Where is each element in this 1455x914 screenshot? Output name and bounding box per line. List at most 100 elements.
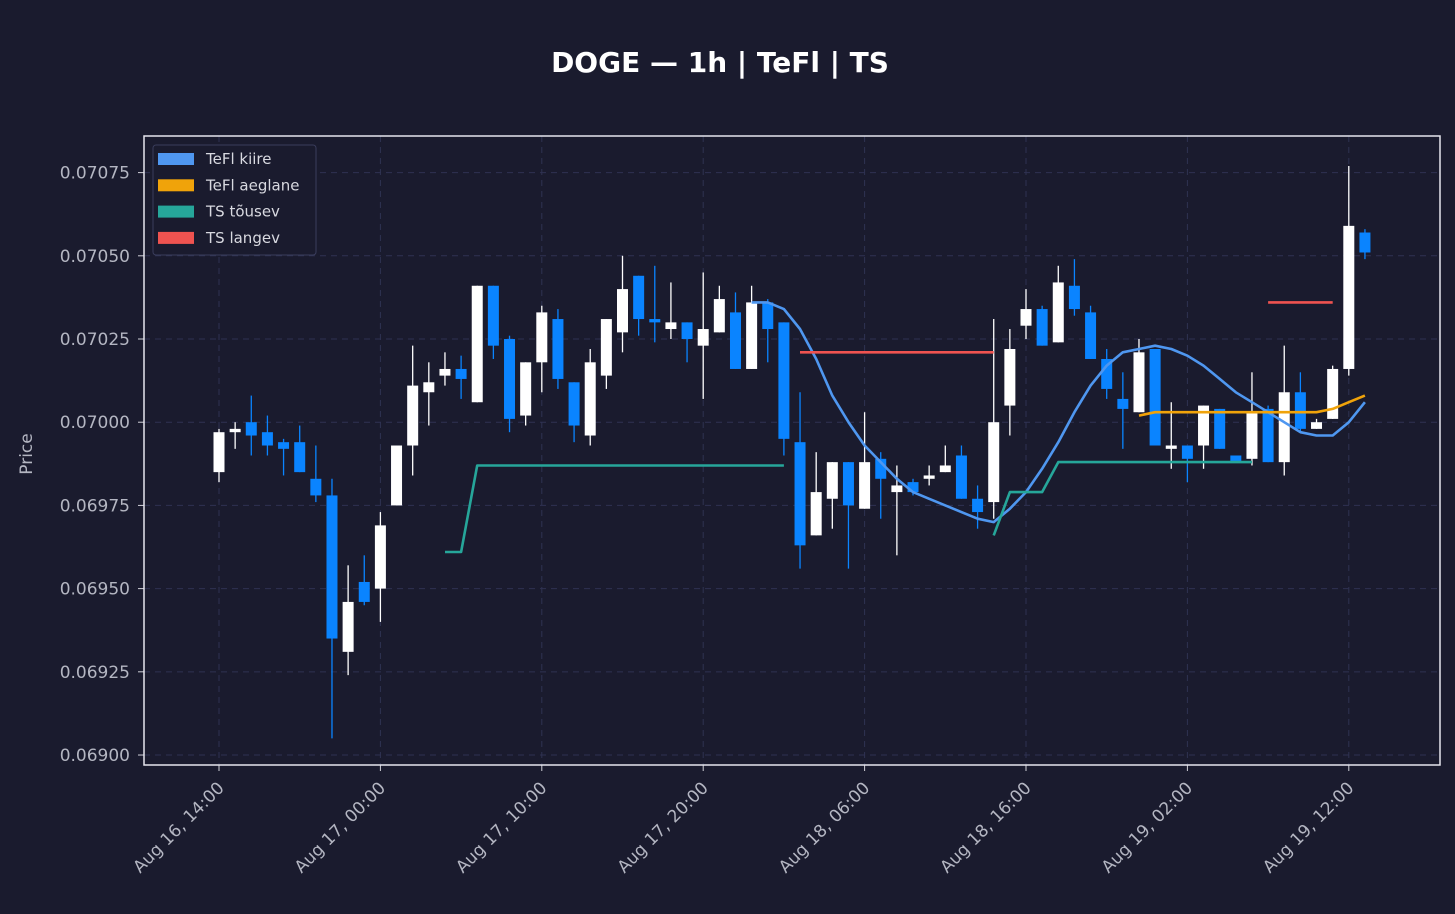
- plot-frame: [143, 135, 1441, 766]
- candle-body: [988, 422, 1000, 503]
- candle-body: [1117, 398, 1129, 409]
- legend-swatch: [158, 179, 194, 192]
- candle-body: [261, 432, 273, 446]
- candle-body: [439, 368, 451, 376]
- candle-body: [1262, 408, 1274, 463]
- candle-body: [1101, 358, 1113, 389]
- candle-body: [407, 385, 419, 446]
- candle-body: [487, 285, 499, 346]
- candle-body: [972, 498, 984, 513]
- candle-body: [617, 289, 628, 333]
- candle-body: [391, 445, 403, 506]
- candle-body: [681, 322, 693, 340]
- chart-title: DOGE — 1h | TeFl | TS: [551, 46, 889, 79]
- candle-body: [1052, 282, 1064, 343]
- y-axis-label: Price: [17, 433, 37, 474]
- candle-body: [762, 302, 774, 330]
- candle-body: [471, 285, 483, 403]
- candle-body: [584, 362, 596, 436]
- candle-body: [810, 492, 822, 536]
- y-tick-label: 0.07050: [60, 247, 130, 267]
- candle-body: [697, 329, 709, 346]
- y-tick-label: 0.06975: [60, 496, 130, 516]
- candle-body: [1036, 309, 1048, 346]
- candle-body: [1181, 445, 1193, 459]
- legend: TeFl kiire TeFl aeglane TS tõusev TS langev: [152, 144, 317, 256]
- legend-label: TeFl aeglane: [205, 176, 299, 194]
- candle-body: [1343, 225, 1355, 369]
- candle-body: [729, 312, 741, 369]
- y-tick-label: 0.06925: [60, 663, 130, 683]
- candle-body: [1004, 348, 1016, 406]
- candle-body: [939, 465, 951, 473]
- candle-body: [229, 428, 241, 433]
- candle-body: [649, 319, 661, 323]
- candle-body: [1294, 392, 1306, 429]
- candle-body: [875, 458, 887, 479]
- candle-body: [520, 362, 532, 416]
- legend-box: [152, 144, 317, 256]
- candle-body: [504, 339, 516, 419]
- candle-body: [278, 442, 290, 449]
- legend-label: TS tõusev: [205, 203, 280, 221]
- candle-body: [923, 475, 935, 479]
- y-tick-label: 0.07025: [60, 330, 130, 350]
- candle-body: [455, 368, 467, 379]
- candle-body: [1198, 405, 1210, 446]
- candle-body: [891, 485, 903, 493]
- candle-body: [1133, 352, 1145, 413]
- indicator-line: [445, 460, 1252, 554]
- candle-body: [1311, 422, 1323, 429]
- legend-label: TS langev: [205, 229, 280, 247]
- indicator-line: [1138, 394, 1366, 417]
- candle-body: [1359, 232, 1371, 253]
- candle-body: [1327, 368, 1339, 419]
- candle-body: [665, 322, 677, 330]
- y-tick-label: 0.06950: [60, 580, 130, 600]
- y-tick-label: 0.06900: [60, 746, 130, 766]
- candle-body: [955, 455, 967, 499]
- candle-body: [859, 462, 871, 509]
- candle-body: [310, 478, 322, 496]
- candle-body: [536, 312, 548, 363]
- candle-body: [746, 302, 758, 369]
- candle-body: [552, 319, 564, 379]
- candle-body: [1246, 412, 1258, 459]
- indicator-line: [751, 301, 1366, 524]
- candle-body: [1068, 285, 1080, 310]
- candle-body: [294, 442, 306, 473]
- legend-swatch: [158, 153, 194, 165]
- candle-body: [326, 495, 338, 639]
- candle-body: [794, 442, 806, 546]
- y-tick-label: 0.07000: [60, 413, 130, 433]
- candle-body: [1214, 408, 1226, 449]
- y-tick-label: 0.07075: [60, 164, 130, 184]
- candle-body: [374, 525, 386, 589]
- legend-label: TeFl kiire: [205, 150, 272, 168]
- candle-body: [245, 422, 257, 436]
- candle-body: [1149, 348, 1161, 446]
- candle-body: [1020, 309, 1032, 326]
- candle-body: [778, 322, 790, 439]
- plot-marks: [213, 165, 1371, 739]
- candle-body: [568, 382, 580, 426]
- candle-body: [600, 319, 612, 376]
- candle-body: [907, 482, 919, 493]
- candle-body: [358, 581, 370, 602]
- candle-body: [713, 299, 725, 333]
- candle-body: [1278, 392, 1290, 463]
- candle-body: [1165, 445, 1177, 449]
- candle-body: [342, 601, 354, 652]
- candle-body: [842, 462, 854, 506]
- legend-swatch: [158, 205, 194, 218]
- candle-body: [1230, 455, 1242, 463]
- candle-body: [213, 432, 225, 473]
- candle-body: [633, 275, 645, 320]
- candle-body: [1085, 312, 1097, 359]
- indicator-line: [800, 301, 1333, 354]
- legend-swatch: [158, 231, 194, 244]
- candle-body: [423, 382, 435, 393]
- candle-body: [826, 462, 838, 499]
